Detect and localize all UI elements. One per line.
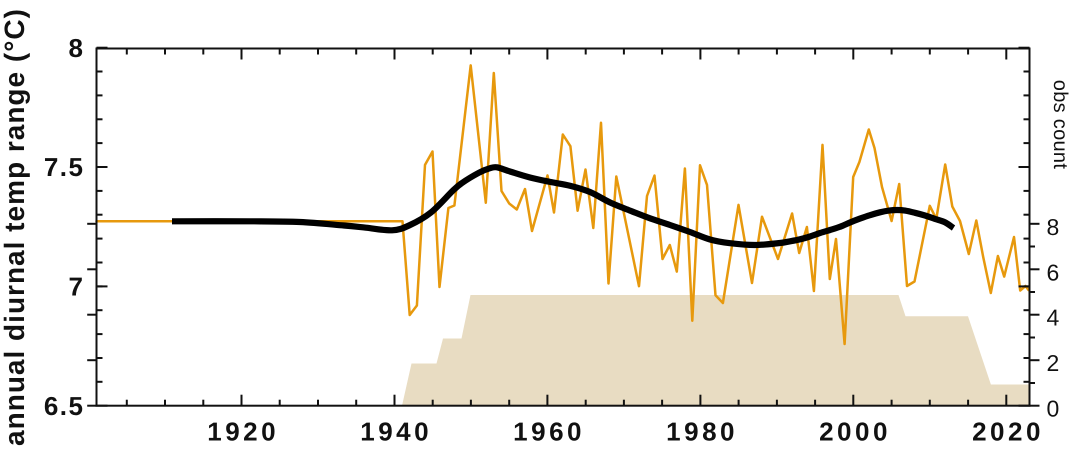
svg-text:1980: 1980 <box>666 417 738 447</box>
svg-text:4: 4 <box>1047 305 1060 331</box>
svg-text:annual diurnal temp range (°C): annual diurnal temp range (°C) <box>0 8 30 446</box>
svg-text:1960: 1960 <box>513 417 585 447</box>
svg-text:1940: 1940 <box>360 417 432 447</box>
svg-text:0: 0 <box>1047 396 1060 422</box>
svg-text:2: 2 <box>1047 350 1060 376</box>
svg-text:6: 6 <box>1047 259 1060 285</box>
svg-text:7: 7 <box>69 272 85 302</box>
svg-text:8: 8 <box>1047 214 1060 240</box>
svg-text:7.5: 7.5 <box>44 152 85 182</box>
svg-text:2020: 2020 <box>972 417 1044 447</box>
svg-text:8: 8 <box>69 33 85 63</box>
svg-text:6.5: 6.5 <box>44 391 85 421</box>
svg-text:2000: 2000 <box>819 417 891 447</box>
svg-text:obs count: obs count <box>1049 80 1071 170</box>
svg-text:1920: 1920 <box>207 417 279 447</box>
